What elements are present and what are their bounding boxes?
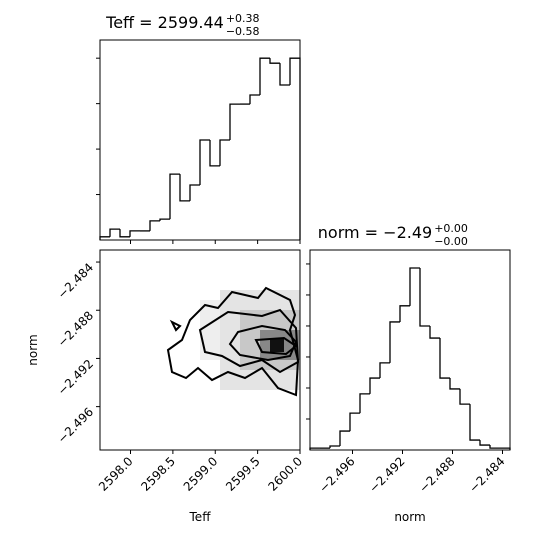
hist-step	[159, 218, 170, 221]
hist-step	[369, 377, 380, 394]
hist-step	[219, 139, 230, 166]
title-sub: −0.58	[226, 25, 260, 38]
x-axis-label: Teff	[189, 510, 212, 524]
hist-step	[409, 267, 420, 306]
y-tick-label: −2.492	[55, 357, 96, 398]
hist-step	[229, 103, 240, 140]
hist-step	[269, 58, 280, 64]
hist-step	[489, 445, 500, 449]
y-axis-label: norm	[26, 334, 40, 365]
x-axis-label: norm	[394, 510, 425, 524]
hist-step	[189, 184, 200, 201]
hist-step	[179, 174, 190, 202]
x-tick-label: −2.492	[366, 454, 407, 495]
hist-step	[419, 267, 430, 327]
hist-step	[169, 173, 180, 220]
hist-step	[119, 229, 130, 238]
title-sup: +0.38	[226, 12, 260, 25]
hist-step	[469, 404, 480, 441]
hist-step	[339, 430, 350, 446]
x-tick-label: 2600.0	[266, 454, 306, 494]
hist-step	[399, 305, 410, 322]
y-tick-label: −2.484	[55, 260, 96, 301]
axes-frame	[99, 249, 301, 451]
hist-step	[379, 362, 390, 379]
hist-step	[289, 57, 301, 240]
x-tick-label: 2599.5	[223, 454, 263, 494]
title-sup: +0.00	[434, 222, 468, 235]
x-tick-label: 2598.0	[96, 454, 136, 494]
hist-step	[209, 140, 220, 167]
hist-step	[329, 445, 340, 449]
hist-step	[279, 63, 290, 86]
panel-title: Teff = 2599.44	[105, 13, 224, 32]
hist-step	[199, 139, 210, 185]
hist-step	[439, 338, 450, 379]
contours	[166, 286, 300, 397]
hist-step	[389, 321, 400, 363]
hist-step	[459, 388, 470, 405]
x-tick-label: −2.496	[316, 454, 357, 495]
x-tick-label: −2.488	[416, 454, 457, 495]
y-tick-label: −2.488	[55, 308, 96, 349]
hist-step	[359, 393, 370, 414]
hist-step	[449, 378, 460, 390]
hist-step	[259, 57, 270, 95]
hist-step	[109, 228, 120, 237]
title-sub: −0.00	[434, 235, 468, 248]
y-tick-label: −2.496	[55, 405, 96, 446]
axes-frame	[99, 39, 301, 241]
hist-step	[249, 94, 260, 105]
hist-step	[129, 230, 140, 237]
x-tick-label: −2.484	[466, 454, 507, 495]
hist-step	[479, 440, 490, 446]
hist-step	[349, 412, 360, 432]
hist-step	[429, 325, 440, 339]
x-tick-label: 2599.0	[181, 454, 221, 494]
axes-frame	[309, 249, 511, 451]
hist-step	[149, 220, 160, 231]
panel-title: norm = −2.49	[318, 223, 432, 242]
x-tick-label: 2598.5	[138, 454, 178, 494]
